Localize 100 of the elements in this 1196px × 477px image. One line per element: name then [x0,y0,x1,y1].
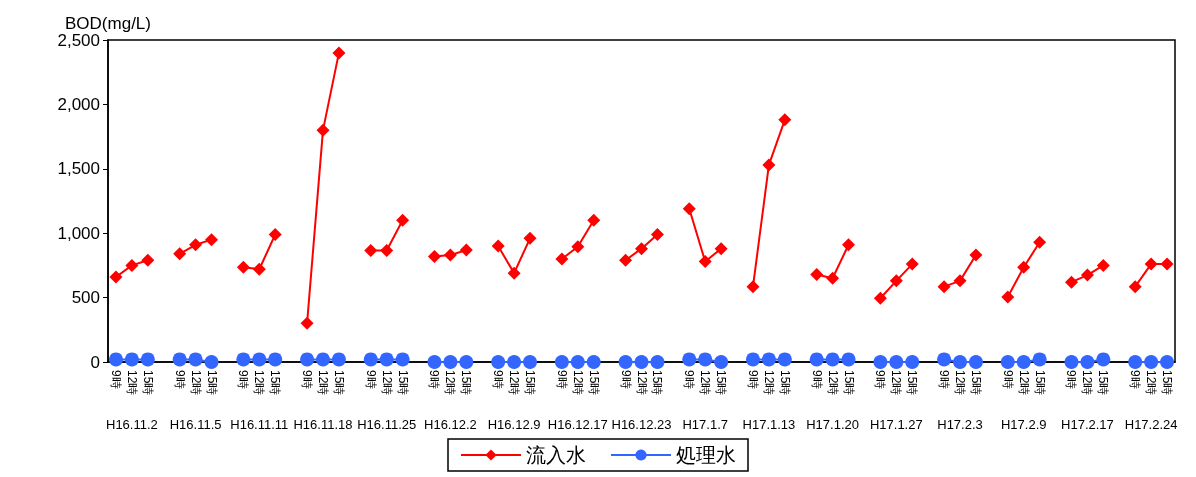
x-tick-label: 15時 [905,370,920,396]
point [889,274,903,288]
point [618,355,633,369]
point [124,352,139,367]
x-tick-label: 12時 [379,370,394,396]
point [316,123,330,137]
point [141,253,155,267]
point [889,355,904,369]
point [826,271,840,285]
point [236,352,251,367]
x-tick-label: 9時 [236,370,251,389]
y-tick-label: 2,000 [57,94,100,114]
point [427,249,441,263]
x-tick-label: 9時 [809,370,824,389]
x-tick-label: 15時 [1160,370,1175,396]
point [331,352,346,367]
x-tick-label: 15時 [650,370,665,396]
point [905,355,920,369]
x-tick-label: 15時 [777,370,792,396]
point [714,355,729,369]
x-tick-label: 12時 [825,370,840,396]
point [587,213,601,227]
point [268,352,283,367]
x-tick-label: 12時 [507,370,522,396]
point [1000,355,1015,369]
point [1080,355,1095,369]
point [523,231,537,245]
x-tick-label: 9時 [1000,370,1015,389]
point [380,244,394,258]
point [937,280,951,294]
x-tick-label: 9時 [937,370,952,389]
point [714,242,728,256]
x-tick-label: 15時 [268,370,283,396]
x-tick-label: 12時 [889,370,904,396]
point [189,238,203,252]
point [395,352,410,367]
point [523,355,538,369]
point [1144,355,1159,369]
point [1160,355,1175,369]
point [364,244,378,258]
x-tick-label: 12時 [761,370,776,396]
point [109,270,123,284]
point [682,202,696,216]
x-tick-label: 9時 [300,370,315,389]
point [459,355,474,369]
point [507,355,522,369]
x-tick-label: 9時 [108,370,123,389]
x-tick-label: 15時 [204,370,219,396]
text: H16.11.18 [293,416,353,432]
text: H17.2.9 [1000,416,1047,432]
x-tick-label: 15時 [395,370,410,396]
point [491,239,505,253]
legend-label: 流入水 [526,444,586,466]
x-tick-label: 9時 [427,370,442,389]
y-tick-label: 2,500 [57,30,100,50]
point [1128,355,1143,369]
x-tick-label: 12時 [698,370,713,396]
point [188,352,203,367]
y-axis-title: BOD(mg/L) [65,13,151,33]
text: H16.12.2 [424,416,477,432]
text: H17.2.3 [937,416,983,432]
point [682,352,697,367]
x-tick-label: 15時 [714,370,729,396]
point [268,227,282,241]
text: H16.12.9 [487,416,541,432]
x-tick-label: 12時 [1144,370,1159,396]
text: H17.2.24 [1124,416,1178,432]
point [1096,258,1110,272]
point [873,355,888,369]
x-tick-label: 12時 [315,370,330,396]
point [937,352,952,367]
x-tick-label: 15時 [523,370,538,396]
point [905,257,919,271]
point [650,355,665,369]
x-tick-label: 12時 [1080,370,1095,396]
point [586,355,601,369]
point [825,352,840,367]
point [443,248,457,262]
text: H16.11.2 [105,416,158,432]
x-tick-label: 9時 [172,370,187,389]
point [1128,280,1142,294]
x-tick-label: 9時 [554,370,569,389]
point [635,242,648,256]
x-tick-label: 15時 [459,370,474,396]
point [300,352,315,367]
point [761,352,776,367]
point [173,247,187,261]
point [969,248,983,262]
point [459,243,473,257]
point [1096,352,1111,367]
x-tick-label: 9時 [1128,370,1143,389]
point [205,233,219,247]
x-tick-label: 15時 [331,370,346,396]
text: H16.11.25 [357,416,417,432]
x-tick-label: 12時 [953,370,968,396]
point [316,352,330,367]
x-tick-label: 9時 [745,370,760,389]
text: H17.1.27 [869,416,923,432]
y-tick-label: 1,000 [57,223,100,243]
x-tick-label: 9時 [491,370,506,389]
